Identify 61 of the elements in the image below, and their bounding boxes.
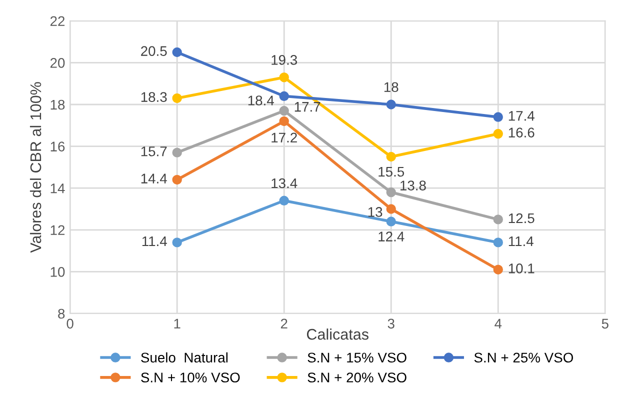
data-label: 12.5 bbox=[508, 213, 534, 224]
point bbox=[386, 152, 396, 162]
point bbox=[493, 128, 503, 139]
point bbox=[493, 112, 503, 122]
point bbox=[172, 148, 182, 158]
legend-label: S.N + 25% VSO bbox=[474, 352, 574, 363]
point bbox=[493, 214, 503, 224]
y-tick-label: 22 bbox=[50, 16, 65, 26]
data-label: 13 bbox=[368, 207, 382, 217]
x-tick-label: 5 bbox=[602, 318, 608, 329]
y-tick-label: 8 bbox=[58, 308, 65, 319]
data-label: 20.5 bbox=[141, 46, 167, 56]
y-tick-label: 14 bbox=[50, 184, 65, 194]
point bbox=[172, 93, 182, 104]
x-tick-label: 3 bbox=[388, 318, 394, 329]
data-label: 13.8 bbox=[400, 180, 426, 190]
data-label: 18 bbox=[384, 82, 398, 92]
y-tick-label: 20 bbox=[50, 58, 65, 68]
data-label: 17.7 bbox=[294, 102, 320, 112]
point bbox=[172, 174, 182, 185]
point bbox=[386, 100, 396, 110]
point bbox=[279, 91, 289, 101]
point bbox=[279, 72, 289, 82]
point bbox=[386, 216, 396, 226]
data-label: 11.4 bbox=[508, 236, 534, 246]
y-tick-label: 10 bbox=[50, 267, 65, 277]
data-label: 12.4 bbox=[378, 232, 404, 242]
y-tick-label: 16 bbox=[50, 142, 65, 152]
data-label: 15.5 bbox=[378, 166, 404, 177]
data-label: 11.4 bbox=[142, 236, 167, 246]
data-label: 16.6 bbox=[508, 128, 534, 138]
data-label: 10.1 bbox=[508, 264, 534, 274]
data-label: 18.3 bbox=[141, 92, 167, 102]
point bbox=[386, 187, 396, 198]
y-axis-title: Valores del CBR al 100% bbox=[30, 82, 42, 253]
data-label: 17.2 bbox=[272, 132, 297, 142]
legend-label: S.N + 15% VSO bbox=[308, 352, 406, 363]
x-axis-title: Calicatas bbox=[306, 328, 368, 340]
data-label: 18.4 bbox=[248, 96, 274, 106]
x-tick-label: 2 bbox=[280, 318, 288, 328]
point bbox=[493, 264, 503, 274]
x-tick-label: 0 bbox=[66, 318, 74, 329]
data-label: 13.4 bbox=[272, 178, 298, 188]
point bbox=[172, 238, 182, 248]
point bbox=[386, 204, 396, 214]
x-tick-label: 4 bbox=[494, 318, 502, 328]
y-tick-label: 12 bbox=[50, 225, 65, 235]
y-tick-label: 18 bbox=[50, 100, 65, 110]
legend-label: S.N + 20% VSO bbox=[308, 372, 406, 382]
data-label: 14.4 bbox=[141, 174, 167, 184]
legend-label: Suelo Natural bbox=[141, 352, 228, 363]
point bbox=[279, 116, 289, 126]
legend-label: S.N + 10% VSO bbox=[141, 372, 240, 382]
data-label: 15.7 bbox=[141, 146, 167, 156]
point bbox=[279, 196, 289, 206]
point bbox=[279, 106, 289, 116]
point bbox=[493, 238, 503, 248]
data-label: 17.4 bbox=[508, 111, 534, 121]
data-label: 19.3 bbox=[272, 55, 298, 65]
point bbox=[172, 47, 182, 58]
x-tick-label: 1 bbox=[174, 318, 180, 328]
